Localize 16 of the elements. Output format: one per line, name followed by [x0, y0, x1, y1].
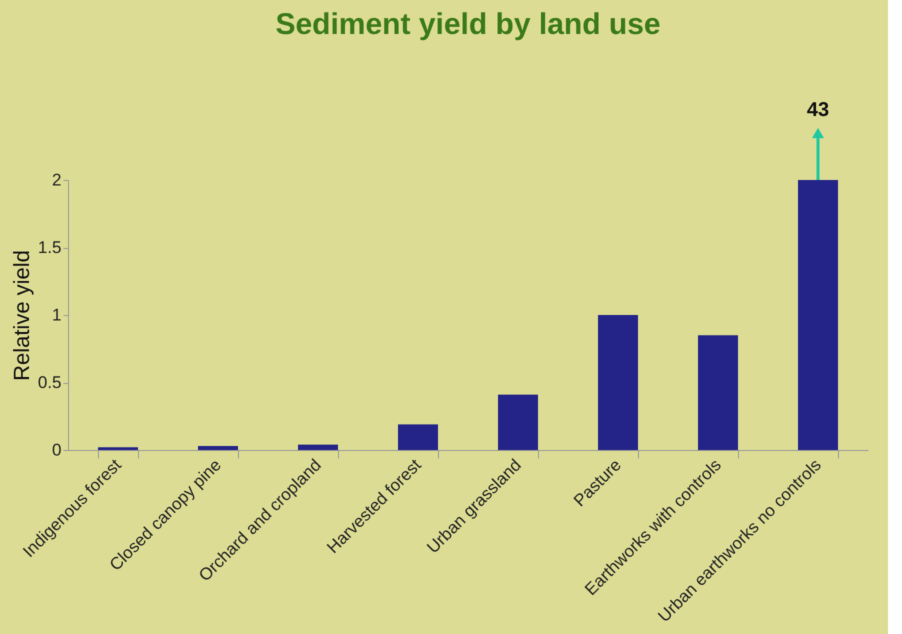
y-tick-label: 0.5 [38, 373, 62, 392]
bar [698, 335, 738, 450]
annotation: 43 [806, 99, 830, 121]
bar [98, 447, 138, 450]
bar [798, 180, 838, 450]
bar [598, 315, 638, 450]
bar [298, 444, 338, 450]
y-tick-label: 1 [52, 306, 62, 324]
y-tick-label: 2 [52, 170, 62, 190]
bar [498, 394, 538, 450]
chart-title: Sediment yield by land use [275, 8, 661, 41]
y-axis-title: Relative yield [8, 250, 34, 381]
y-tick-label: 1.5 [38, 238, 62, 257]
bar [398, 424, 438, 450]
y-tick-label: 0 [52, 440, 62, 460]
bar [198, 446, 238, 450]
